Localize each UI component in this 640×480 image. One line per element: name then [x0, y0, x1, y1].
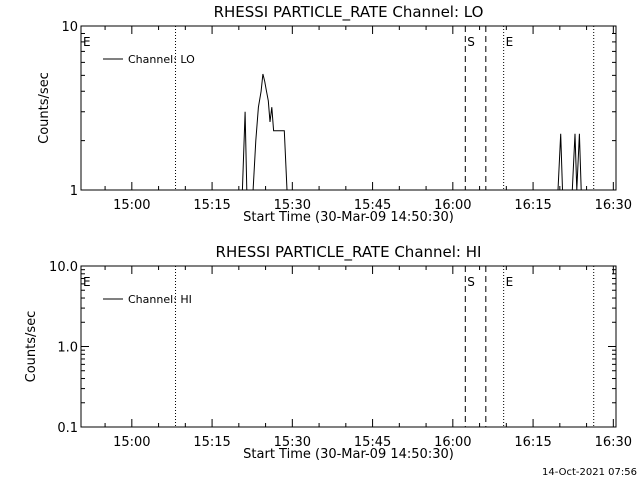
- y-tick-label: 1: [70, 184, 78, 199]
- marker-label: E: [83, 35, 91, 49]
- marker-label: S: [467, 35, 475, 49]
- y-tick-label: 10: [61, 20, 78, 35]
- y-axis-label: Counts/sec: [37, 72, 52, 144]
- marker-label: E: [506, 275, 514, 289]
- x-axis-label: Start Time (30-Mar-09 14:50:30): [243, 210, 454, 225]
- y-tick-label: 0.1: [57, 421, 78, 436]
- y-tick-label: 10.0: [49, 260, 78, 275]
- y-tick-label: 1.0: [57, 341, 78, 356]
- x-tick-label: 15:15: [193, 198, 230, 213]
- x-tick-label: 15:45: [354, 435, 391, 450]
- x-tick-label: 16:00: [434, 435, 471, 450]
- x-axis-label: Start Time (30-Mar-09 14:50:30): [243, 447, 454, 462]
- legend-entry: Channel: HI: [128, 293, 192, 306]
- panel-2: [80, 265, 617, 428]
- x-tick-label: 15:00: [113, 435, 150, 450]
- x-tick-label: 16:30: [595, 435, 632, 450]
- x-tick-label: 15:15: [193, 435, 230, 450]
- panel-1: [80, 25, 617, 191]
- x-tick-label: 15:30: [274, 198, 311, 213]
- x-tick-label: 16:00: [434, 198, 471, 213]
- series-line: [240, 73, 582, 191]
- x-tick-label: 16:15: [514, 435, 551, 450]
- x-tick-label: 15:45: [354, 198, 391, 213]
- chart-title: RHESSI PARTICLE_RATE Channel: HI: [216, 243, 482, 262]
- footer-timestamp: 14-Oct-2021 07:56: [542, 467, 637, 478]
- x-tick-label: 15:00: [113, 198, 150, 213]
- y-axis-label: Counts/sec: [24, 311, 39, 383]
- marker-label: E: [506, 35, 514, 49]
- marker-label: S: [467, 275, 475, 289]
- marker-label: E: [83, 275, 91, 289]
- legend-entry: Channel: LO: [128, 53, 195, 66]
- x-tick-label: 16:15: [514, 198, 551, 213]
- x-tick-label: 16:30: [595, 198, 632, 213]
- x-tick-label: 15:30: [274, 435, 311, 450]
- chart-title: RHESSI PARTICLE_RATE Channel: LO: [214, 3, 484, 22]
